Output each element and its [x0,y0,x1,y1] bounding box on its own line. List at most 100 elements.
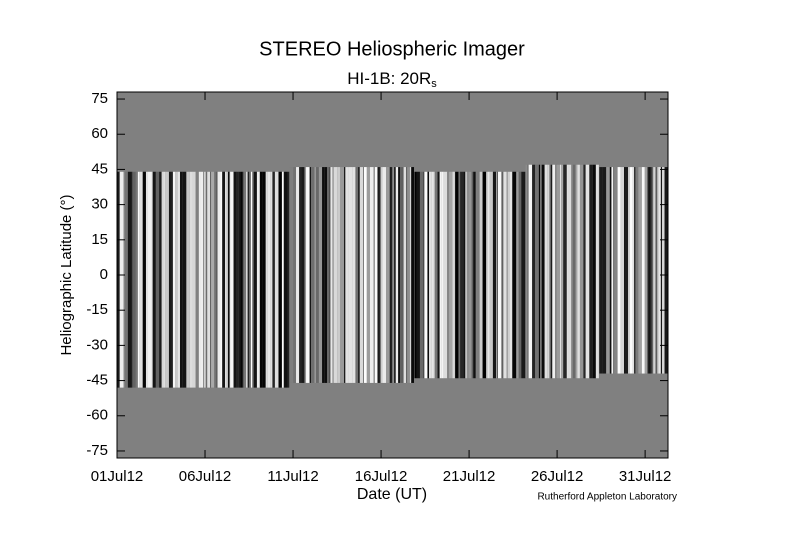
y-tick-label: -60 [86,407,108,424]
texture-stripe [247,171,250,388]
texture-stripe [566,164,568,379]
texture-stripe [155,171,160,388]
texture-stripe [204,171,206,388]
texture-stripe [123,171,125,388]
texture-stripe [274,171,279,388]
texture-stripe [657,167,659,374]
texture-stripe [163,171,166,388]
texture-stripe [439,171,442,379]
texture-stripe [207,171,211,388]
texture-stripe [377,167,380,383]
y-tick-label: -15 [86,301,108,318]
texture-stripe [638,167,642,374]
texture-stripe [550,164,553,379]
texture-stripe [200,171,204,388]
x-tick-label: 21Jul12 [443,468,496,485]
texture-stripe [124,171,128,388]
x-tick-label: 06Jul12 [179,468,232,485]
texture-stripe [250,171,253,388]
texture-stripe [369,167,374,383]
texture-stripe [476,171,480,379]
texture-stripe [585,164,589,379]
x-tick-label: 11Jul12 [267,468,318,485]
y-tick-label: -30 [86,336,108,353]
texture-stripe [463,171,466,379]
texture-stripe [579,164,584,379]
texture-stripe [544,164,548,379]
texture-stripe [329,167,331,383]
texture-stripe [488,171,490,379]
texture-stripe [240,171,243,388]
texture-stripe [541,164,545,379]
texture-stripe [309,167,311,383]
texture-stripe [131,171,133,388]
texture-stripe [322,167,324,383]
texture-stripe [479,171,483,379]
texture-stripe [159,171,162,388]
texture-stripe [132,171,136,388]
texture-stripe [524,171,526,379]
texture-stripe [161,171,164,388]
texture-stripe [151,171,153,388]
texture-stripe [501,171,504,379]
texture-stripe [452,171,454,379]
texture-stripe [220,171,223,388]
texture-stripe [165,171,169,388]
texture-stripe [571,164,573,379]
texture-stripe [399,167,402,383]
texture-stripe [345,167,349,383]
texture-stripe [337,167,341,383]
texture-stripe [662,167,665,374]
texture-stripe [471,171,474,379]
texture-stripe [540,164,542,379]
texture-stripe [429,171,432,379]
texture-stripe [316,167,319,383]
texture-stripe [259,171,263,388]
texture-stripe [172,171,176,388]
texture-stripe [650,167,652,374]
texture-stripe [192,171,196,388]
texture-stripe [242,171,244,388]
texture-stripe [142,171,146,388]
texture-stripe [406,167,408,383]
texture-stripe [363,167,367,383]
texture-stripe [262,171,266,388]
texture-stripe [648,167,651,374]
texture-stripe [399,167,400,383]
texture-stripe [135,171,138,388]
texture-stripe [304,167,307,383]
texture-stripe [359,167,364,383]
texture-stripe [217,171,221,388]
texture-stripe [538,164,541,379]
texture-stripe [532,164,536,379]
texture-stripe [233,171,237,388]
texture-stripe [628,167,630,374]
texture-stripe [602,167,607,374]
texture-stripe [411,167,415,383]
texture-stripe [535,164,539,379]
texture-stripe [301,167,305,383]
texture-stripe [423,171,425,379]
texture-stripe [198,171,201,388]
texture-stripe [547,164,550,379]
texture-stripe [281,171,284,388]
texture-stripe [358,167,360,383]
texture-stripe [117,171,120,388]
texture-stripe [583,164,586,379]
texture-stripe [572,164,576,379]
y-tick-label: -45 [86,372,108,389]
texture-stripe [427,171,430,379]
texture-stripe [179,171,183,388]
texture-stripe [238,171,241,388]
texture-stripe [508,171,510,379]
texture-stripe [473,171,476,379]
texture-stripe [253,171,257,388]
texture-stripe [458,171,460,379]
texture-stripe [314,167,317,383]
texture-stripe [389,167,392,383]
texture-stripe [595,164,599,379]
texture-stripe [465,171,467,379]
texture-stripe [272,171,275,388]
texture-stripe [409,167,412,383]
